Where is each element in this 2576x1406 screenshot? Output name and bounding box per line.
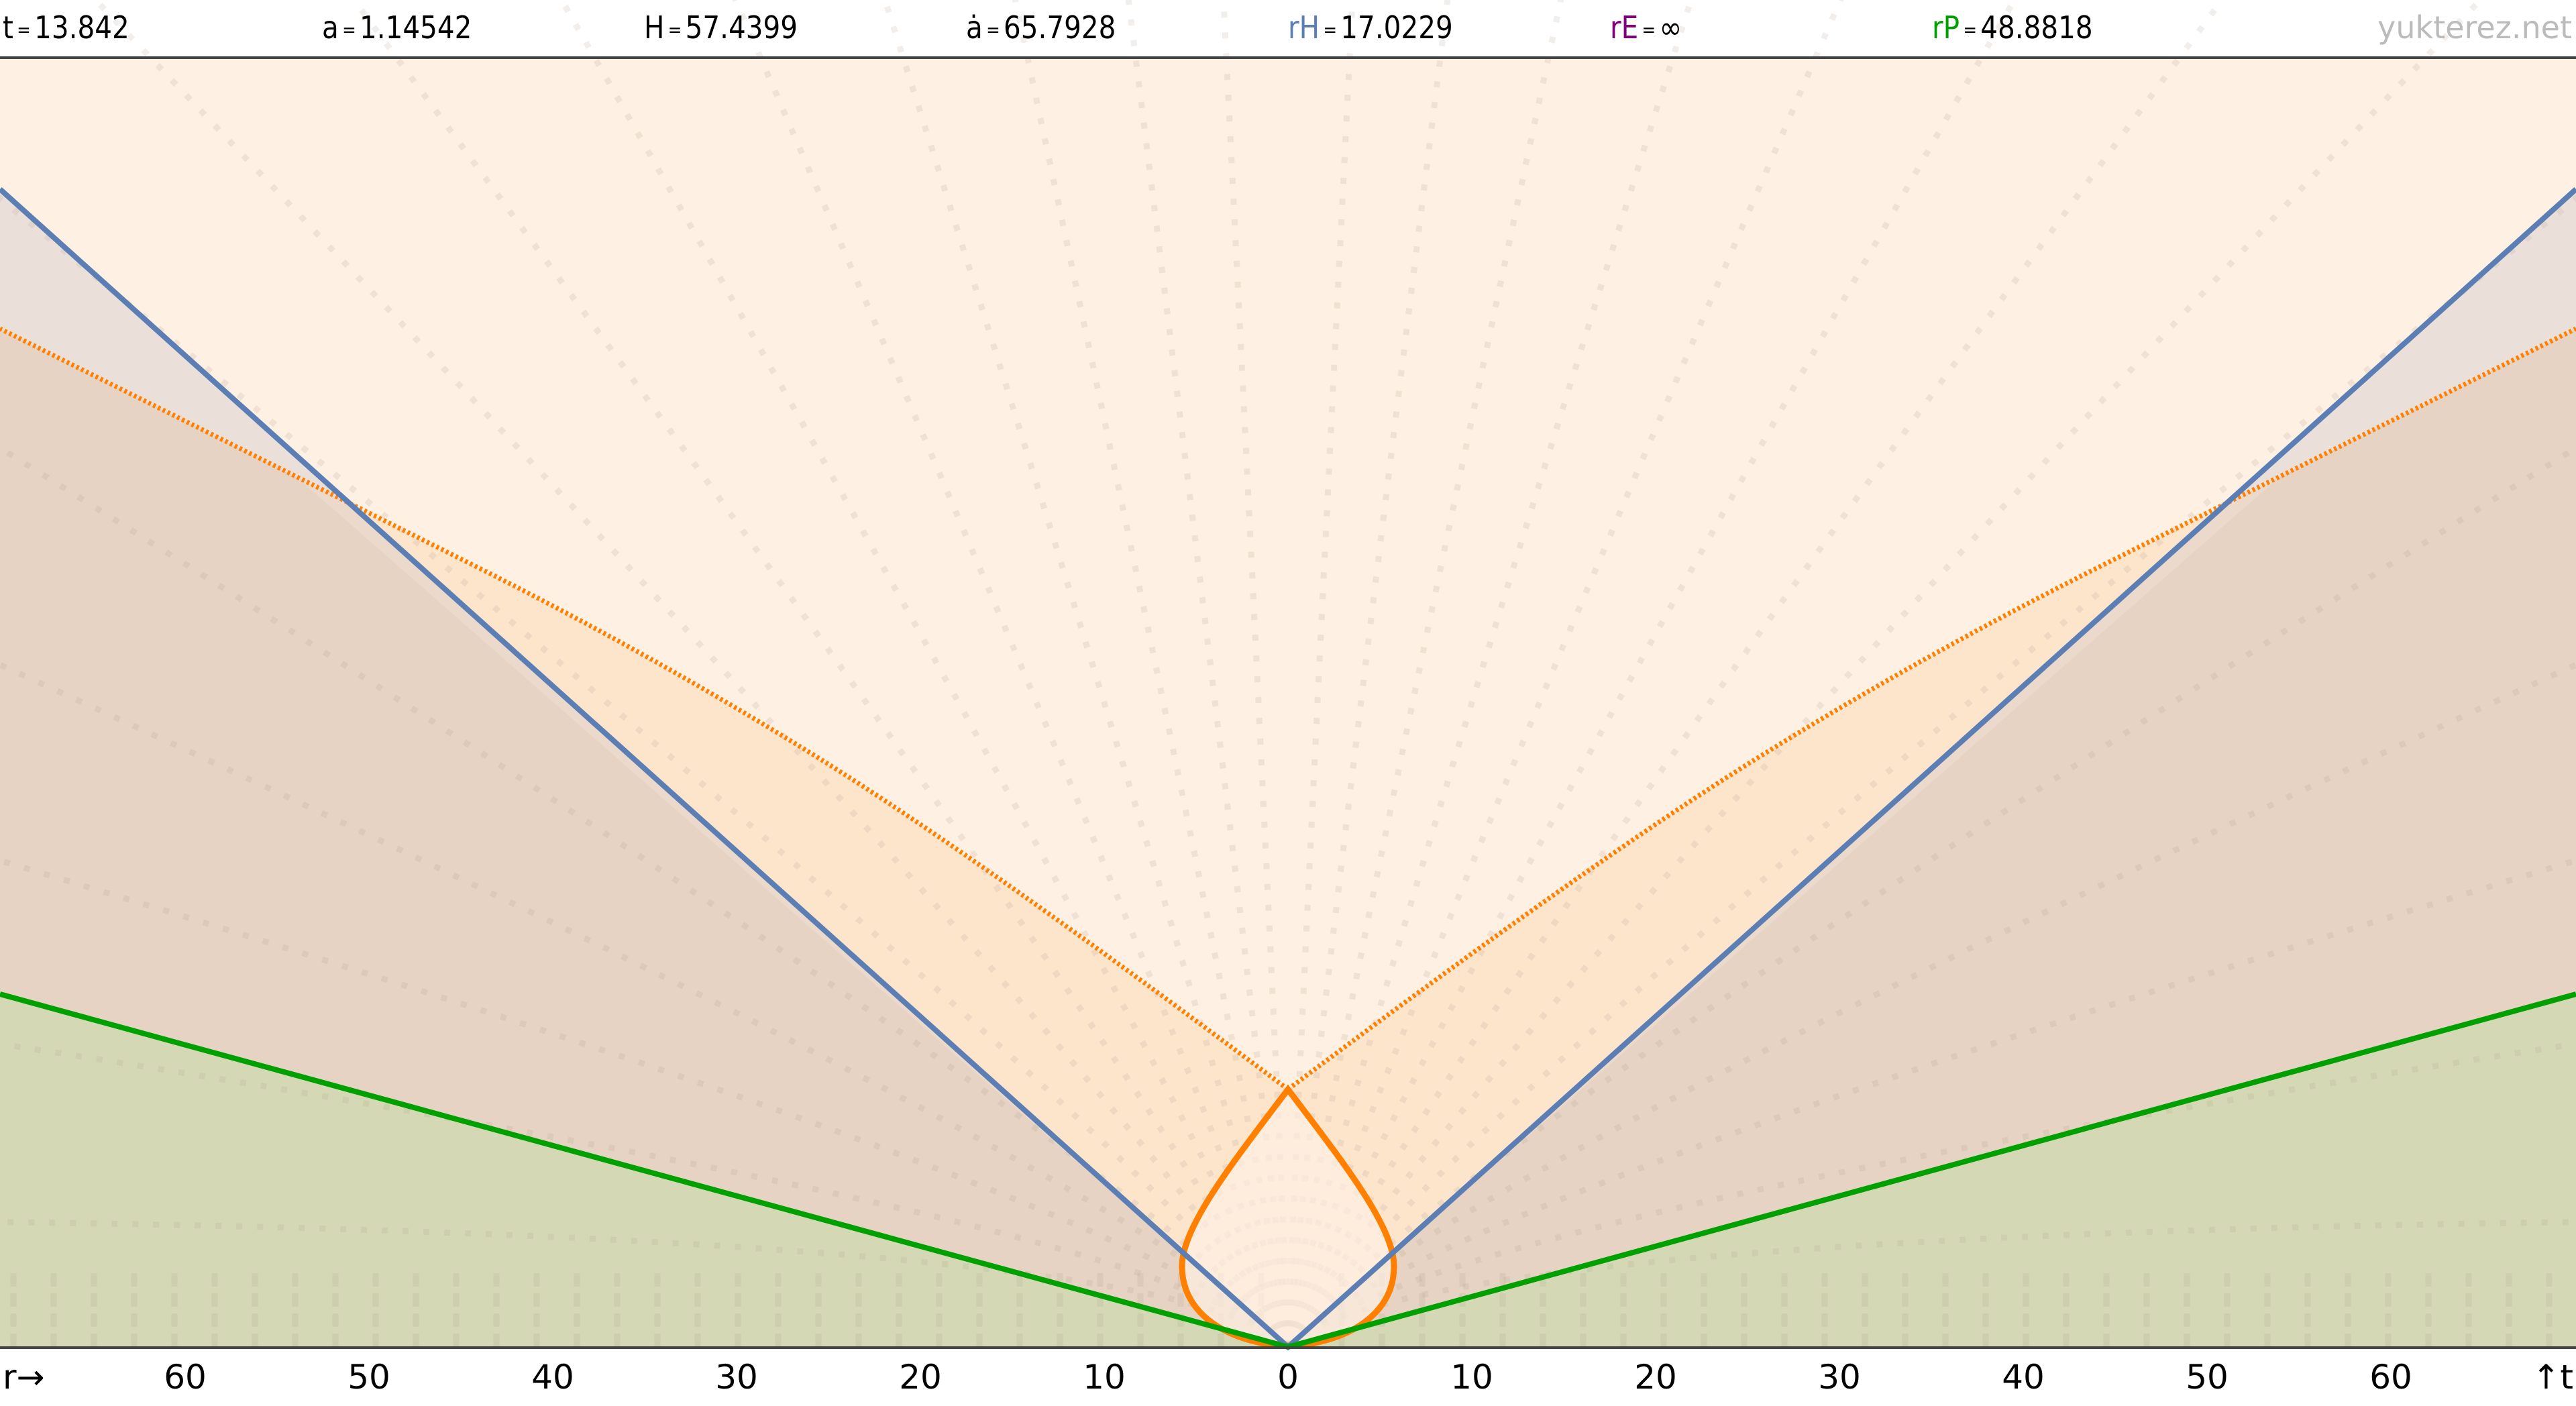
worldline (1285, 195, 2576, 1349)
readout-label: t (3, 9, 13, 46)
tick-label: 60 (2369, 1358, 2412, 1397)
tick-label: 50 (2186, 1358, 2229, 1397)
readout-bar: t = 13.842 a = 1.14542 H = 57.4399 ȧ = 65.7928 rH = 17… (0, 0, 2576, 56)
readout-value: 17.0229 (1340, 9, 1453, 46)
readout-3: ȧ = 65.7928 (966, 9, 1116, 46)
equals-sign: = (667, 19, 682, 41)
worldline (1285, 1219, 2576, 1350)
readout-value: 13.842 (34, 9, 129, 46)
worldline (0, 1219, 1291, 1350)
readout-label: ȧ (966, 9, 983, 46)
readout-4: rH = 17.0229 (1288, 9, 1453, 46)
tick-label: 30 (715, 1358, 758, 1397)
equals-sign: = (1323, 19, 1338, 41)
equals-sign: = (17, 19, 31, 41)
readout-2: H = 57.4399 (644, 9, 798, 46)
readout-value: 57.4399 (685, 9, 798, 46)
readout-value: 48.8818 (1980, 9, 2093, 46)
tick-label: 30 (1818, 1358, 1861, 1397)
readout-label: rP (1932, 9, 1960, 46)
particle-horizon-region (0, 994, 2576, 1347)
readout-label: rE (1610, 9, 1639, 46)
tick-label: 40 (2002, 1358, 2045, 1397)
brand-label: yukterez.net (2377, 9, 2572, 46)
readout-value: 65.7928 (1004, 9, 1116, 46)
readout-label: a (322, 9, 339, 46)
readout-1: a = 1.14542 (322, 9, 472, 46)
past-lightcone-region (0, 329, 2576, 1347)
equals-sign: = (986, 19, 1000, 41)
equals-sign: = (1642, 19, 1656, 41)
tick-label: 60 (164, 1358, 207, 1397)
readout-label: H (644, 9, 665, 46)
readout-6: rP = 48.8818 (1932, 9, 2093, 46)
hubble-sphere-region (0, 189, 2576, 1347)
t-axis-label: ↑t (2532, 1358, 2574, 1397)
equals-sign: = (1963, 19, 1977, 41)
tick-label: 10 (1083, 1358, 1126, 1397)
r-axis-label: r→ (3, 1358, 45, 1397)
readout-5: rE = ∞ (1610, 9, 1682, 46)
worldline (1285, 444, 2576, 1349)
readout-label: rH (1288, 9, 1320, 46)
worldline (0, 195, 1291, 1349)
worldline (350, 0, 1291, 1348)
tick-label: 0 (1277, 1358, 1299, 1397)
tick-label: 20 (1634, 1358, 1677, 1397)
tick-label: 10 (1450, 1358, 1493, 1397)
worldline (1285, 0, 2226, 1348)
overlap-region (0, 329, 2576, 1347)
readout-value: ∞ (1659, 9, 1682, 46)
worldline (0, 444, 1291, 1349)
worldline (1285, 0, 2485, 1348)
tick-label: 50 (347, 1358, 390, 1397)
readout-0: t = 13.842 (3, 9, 129, 46)
tick-label: 20 (899, 1358, 942, 1397)
equals-sign: = (342, 19, 356, 41)
lightcone-dashed-curve (0, 326, 2576, 1091)
tick-label: 40 (531, 1358, 574, 1397)
readout-value: 1.14542 (360, 9, 472, 46)
worldline (91, 0, 1291, 1348)
